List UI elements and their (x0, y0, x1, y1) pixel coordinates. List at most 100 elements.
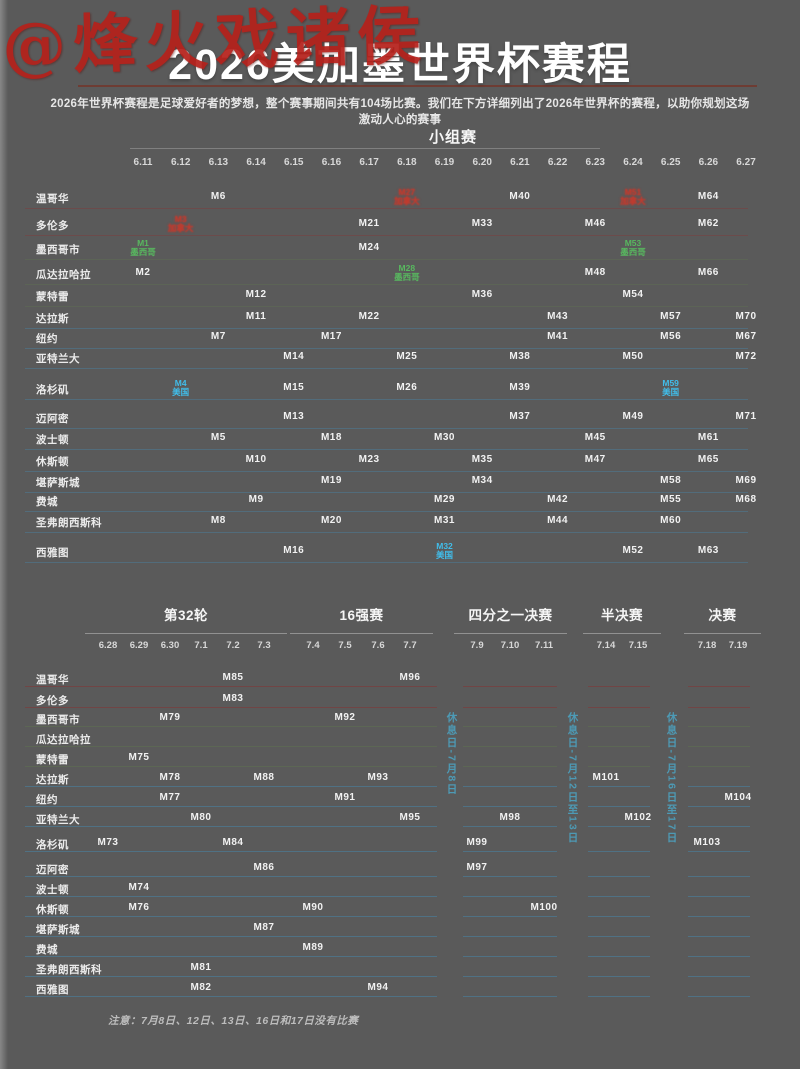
match-M18: M18 (320, 432, 342, 443)
row-line (688, 786, 750, 787)
row-line (688, 851, 750, 852)
city-label: 达拉斯 (36, 313, 69, 325)
match-M73: M73 (97, 837, 119, 848)
match-M84: M84 (222, 837, 244, 848)
city-label: 波士顿 (36, 434, 69, 446)
date-header: 6.19 (434, 157, 455, 168)
match-M102: M102 (624, 812, 652, 823)
row-line (463, 876, 557, 877)
match-M9: M9 (248, 494, 264, 505)
match-M5: M5 (210, 432, 226, 443)
knockout-section-divider (454, 633, 567, 634)
date-header: 6.24 (623, 157, 643, 168)
row-line (25, 368, 748, 369)
city-label: 休斯顿 (36, 904, 69, 916)
row-line (25, 806, 437, 807)
team-tag: 美国 (436, 550, 454, 560)
match-id: M3 (174, 214, 187, 224)
match-M92: M92 (334, 712, 356, 723)
date-header: 7.6 (371, 640, 385, 651)
match-M78: M78 (159, 772, 181, 783)
row-line (463, 726, 557, 727)
match-id: M32 (436, 541, 453, 551)
title-divider (78, 85, 757, 87)
row-line (25, 916, 437, 917)
match-M27: M27 加拿大 (381, 188, 433, 206)
row-line (25, 428, 748, 429)
date-header: 6.12 (170, 157, 191, 168)
date-header: 6.16 (321, 157, 342, 168)
city-label: 西雅图 (36, 984, 69, 996)
city-label: 洛杉矶 (36, 839, 69, 851)
page-title: 2026美加墨世界杯赛程 (168, 41, 632, 89)
match-M29: M29 (434, 494, 455, 505)
date-header: 6.13 (208, 157, 229, 168)
row-line (25, 328, 748, 329)
match-M67: M67 (735, 331, 757, 342)
match-M22: M22 (358, 311, 380, 322)
row-line (463, 896, 557, 897)
match-M71: M71 (735, 411, 757, 422)
match-M34: M34 (471, 475, 493, 486)
knockout-section-title: 16强赛 (339, 608, 384, 623)
watermark: @烽火戏诸侯 (1, 0, 430, 85)
row-line (463, 826, 557, 827)
team-tag: 墨西哥 (394, 272, 420, 282)
match-M101: M101 (592, 772, 620, 783)
row-line (588, 826, 650, 827)
row-line (688, 686, 750, 687)
match-M2: M2 (135, 267, 151, 278)
match-id: M59 (662, 378, 679, 388)
match-M40: M40 (509, 191, 531, 202)
match-M76: M76 (128, 902, 150, 913)
knockout-section-divider (583, 633, 661, 634)
city-label: 休斯顿 (36, 456, 69, 468)
row-line (588, 786, 650, 787)
row-line (588, 996, 650, 997)
match-M57: M57 (660, 311, 682, 322)
match-M61: M61 (697, 432, 719, 443)
row-line (25, 235, 748, 236)
city-label: 亚特兰大 (36, 814, 80, 826)
date-header: 7.19 (728, 640, 748, 651)
match-M60: M60 (660, 515, 682, 526)
row-line (688, 806, 750, 807)
match-M14: M14 (283, 351, 305, 362)
match-M32: M32 美国 (419, 542, 471, 560)
team-tag: 加拿大 (620, 196, 646, 206)
date-header: 7.7 (403, 640, 417, 651)
row-line (25, 208, 748, 209)
match-id: M53 (624, 238, 642, 248)
row-line (25, 896, 437, 897)
match-M51: M51 加拿大 (607, 188, 659, 206)
row-line (25, 976, 437, 977)
match-M94: M94 (367, 982, 389, 993)
row-line (463, 936, 557, 937)
date-header: 7.4 (306, 640, 320, 651)
match-M1: M1 墨西哥 (117, 239, 169, 257)
match-M63: M63 (697, 545, 719, 556)
row-line (25, 284, 748, 285)
match-M86: M86 (253, 862, 275, 873)
knockout-section-divider (684, 633, 761, 634)
match-id: M27 (398, 187, 416, 197)
row-line (688, 766, 750, 767)
row-line (25, 707, 437, 708)
row-line (588, 707, 650, 708)
row-line (588, 976, 650, 977)
match-M82: M82 (190, 982, 212, 993)
row-line (25, 471, 748, 472)
row-line (25, 259, 748, 260)
row-line (463, 956, 557, 957)
row-line (588, 806, 650, 807)
city-label: 瓜达拉哈拉 (36, 734, 91, 746)
rest-day-label: 休息日-7月8日 (445, 712, 458, 796)
match-M47: M47 (584, 454, 606, 465)
match-M50: M50 (622, 351, 644, 362)
section-title-group-stage: 小组赛 (428, 129, 478, 146)
match-id: M1 (137, 238, 149, 248)
date-header: 7.11 (535, 640, 553, 651)
match-M70: M70 (735, 311, 757, 322)
match-M49: M49 (622, 411, 644, 422)
match-M44: M44 (547, 515, 569, 526)
